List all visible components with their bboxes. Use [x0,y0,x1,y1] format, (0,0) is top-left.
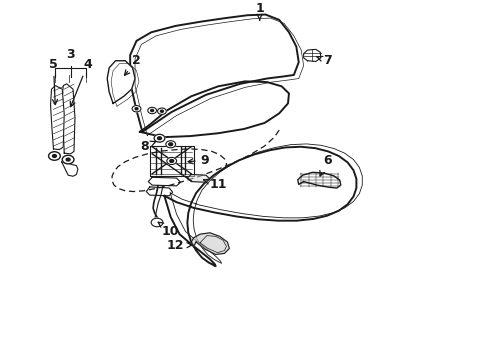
Circle shape [170,159,173,162]
Text: 4: 4 [70,58,92,107]
Circle shape [167,157,176,165]
Polygon shape [62,84,75,154]
Polygon shape [164,147,356,266]
Polygon shape [107,61,135,103]
Polygon shape [191,233,229,255]
Text: 9: 9 [188,154,209,167]
Circle shape [148,107,157,114]
Text: 11: 11 [204,178,227,191]
Text: 8: 8 [141,140,156,153]
Text: 3: 3 [66,48,75,61]
Circle shape [158,108,166,114]
Circle shape [151,218,163,227]
Circle shape [66,158,70,161]
Text: 2: 2 [124,54,141,75]
Circle shape [49,152,60,160]
Circle shape [160,110,163,112]
Circle shape [132,105,141,112]
Circle shape [62,155,74,164]
Text: 5: 5 [49,58,58,104]
Polygon shape [304,49,321,62]
Circle shape [135,108,138,110]
Text: 12: 12 [167,239,192,252]
Text: 1: 1 [255,2,264,20]
Circle shape [151,109,154,112]
Text: 10: 10 [158,222,179,238]
Text: 6: 6 [320,154,331,176]
Circle shape [169,143,172,146]
Text: 7: 7 [317,54,331,67]
Polygon shape [298,172,341,188]
Circle shape [52,154,56,157]
Circle shape [166,141,175,148]
Circle shape [154,134,165,142]
Circle shape [158,137,161,140]
Polygon shape [187,175,210,182]
Polygon shape [50,86,64,150]
